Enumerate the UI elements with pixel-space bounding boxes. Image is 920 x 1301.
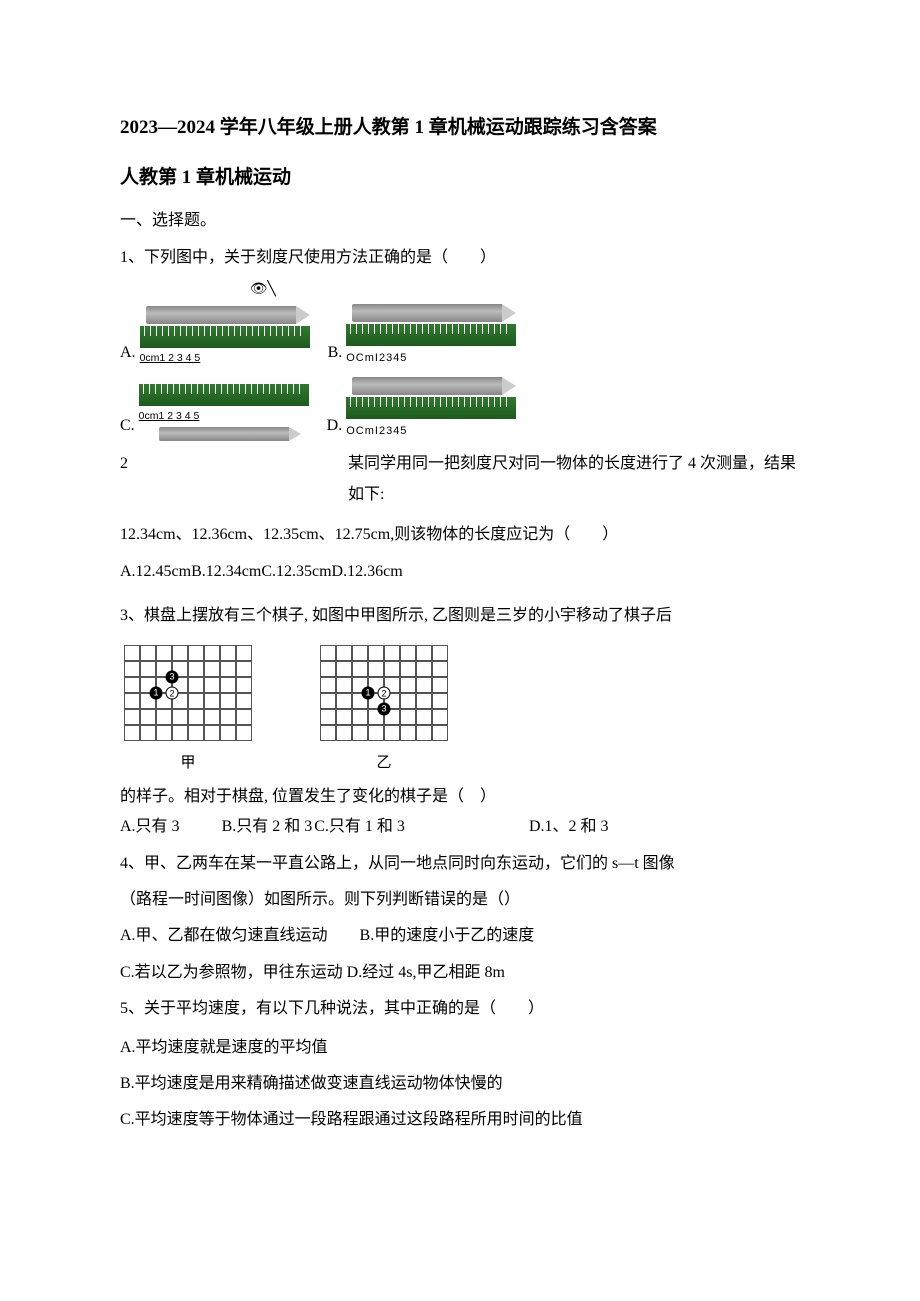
q1-rulerD-label: OCmI2345	[346, 421, 516, 442]
stone-1: 1	[362, 687, 375, 700]
q1-figA: 👁╲ 0cm1 2 3 4 5	[140, 279, 310, 369]
q2-num: 2	[120, 449, 128, 479]
q1-optB: B. OCmI2345	[328, 304, 517, 369]
stone-3: 3	[378, 703, 391, 716]
q5-optB: B.平均速度是用来精确描述做变速直线运动物体快慢的	[120, 1069, 800, 1099]
q1-optA: A. 👁╲ 0cm1 2 3 4 5	[120, 279, 310, 369]
q3-board-jia: 312 甲	[120, 641, 256, 778]
stone-1: 1	[150, 687, 163, 700]
q1-optB-label: B.	[328, 338, 343, 368]
page-subtitle: 人教第 1 章机械运动	[120, 160, 800, 196]
q3-optA: A.只有 3	[120, 812, 180, 842]
q2-line2: 12.34cm、12.36cm、12.35cm、12.75cm,则该物体的长度应…	[120, 520, 800, 550]
q4-stem2: （路程一时间图像）如图所示。则下列判断错误的是（）	[120, 885, 800, 915]
q3-board-yi: 12 3 乙	[316, 641, 452, 778]
q5-optC: C.平均速度等于物体通过一段路程跟通过这段路程所用时间的比值	[120, 1105, 800, 1135]
eye-icon: 👁╲	[250, 277, 420, 304]
ruler-icon	[346, 397, 516, 419]
q3-opts: A.只有 3 B.只有 2 和 3C.只有 1 和 3 D.1、2 和 3	[120, 812, 800, 842]
stone-2: 2	[166, 687, 179, 700]
pencil-icon	[146, 306, 296, 324]
q2-opts: A.12.45cmB.12.34cmC.12.35cmD.12.36cm	[120, 557, 800, 587]
pencil-icon	[159, 427, 289, 441]
q1-optD: D. OCmI2345	[327, 377, 517, 442]
q2-row: 2 某同学用同一把刻度尺对同一物体的长度进行了 4 次测量，结果如下:	[120, 449, 800, 510]
q1-stem: 1、下列图中，关于刻度尺使用方法正确的是（ ）	[120, 243, 800, 273]
q5-optA: A.平均速度就是速度的平均值	[120, 1033, 800, 1063]
ruler-icon	[139, 384, 309, 406]
stone-3: 3	[166, 671, 179, 684]
q3-optC: C.只有 1 和 3	[314, 812, 405, 842]
q1-optA-label: A.	[120, 338, 136, 368]
pencil-icon	[352, 377, 502, 395]
q4-stem1: 4、甲、乙两车在某一平直公路上，从同一地点同时向东运动，它们的 s—t 图像	[120, 849, 800, 879]
q1-rulerA-label: 0cm1 2 3 4 5	[140, 349, 310, 369]
q5-stem: 5、关于平均速度，有以下几种说法，其中正确的是（ ）	[120, 994, 800, 1024]
q3-board-jia-label: 甲	[120, 749, 256, 778]
q3-board-yi-label: 乙	[316, 749, 452, 778]
stone-2: 2	[378, 687, 391, 700]
board-grid	[124, 645, 252, 741]
section-heading: 一、选择题。	[120, 206, 800, 236]
q4-optAB: A.甲、乙都在做匀速直线运动 B.甲的速度小于乙的速度	[120, 921, 800, 951]
q1-optD-label: D.	[327, 411, 343, 441]
page-title: 2023—2024 学年八年级上册人教第 1 章机械运动跟踪练习含答案	[120, 110, 800, 146]
q1-optC: C. 0cm1 2 3 4 5	[120, 382, 309, 441]
q3-boards: 312 甲 123 乙	[120, 641, 800, 778]
q1-rulerB-label: OCmI2345	[346, 348, 516, 369]
q4-optCD: C.若以乙为参照物，甲往东运动 D.经过 4s,甲乙相距 8m	[120, 958, 800, 988]
q1-figC: 0cm1 2 3 4 5	[139, 382, 309, 441]
q1-optC-label: C.	[120, 411, 135, 441]
q2-side: 某同学用同一把刻度尺对同一物体的长度进行了 4 次测量，结果如下:	[348, 449, 800, 510]
q1-row1: A. 👁╲ 0cm1 2 3 4 5 B. OCmI2345	[120, 279, 800, 369]
q1-rulerC-label: 0cm1 2 3 4 5	[139, 407, 309, 427]
q3-line2: 的样子。相对于棋盘, 位置发生了变化的棋子是（ ）	[120, 782, 800, 812]
q3-optB: B.只有 2 和 3	[222, 812, 313, 842]
q3-stem: 3、棋盘上摆放有三个棋子, 如图中甲图所示, 乙图则是三岁的小宇移动了棋子后	[120, 601, 800, 631]
q3-optD: D.1、2 和 3	[529, 812, 609, 842]
pencil-icon	[352, 304, 502, 322]
q1-figD: OCmI2345	[346, 377, 516, 442]
ruler-icon	[346, 324, 516, 346]
ruler-icon	[140, 326, 310, 348]
q1-row2: C. 0cm1 2 3 4 5 D. OCmI2345	[120, 377, 800, 442]
q1-figB: OCmI2345	[346, 304, 516, 369]
